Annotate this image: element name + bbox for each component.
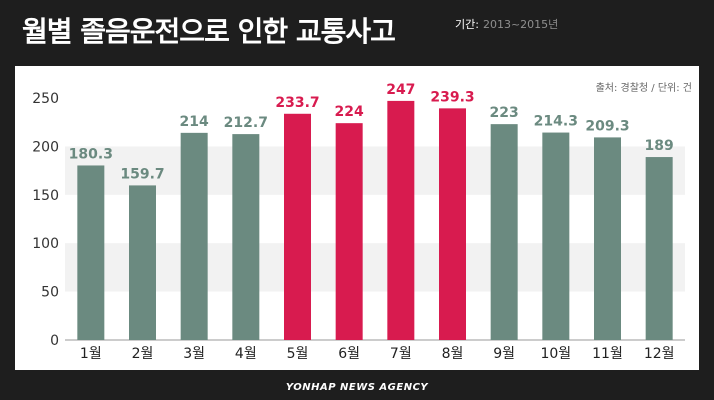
data-label: 214 — [180, 114, 209, 130]
data-label: 214.3 — [534, 114, 578, 130]
bar-chart: 0 50 100 150 200 250 180.3 1월 159.7 2월 214 3월 212.7 4… — [32, 82, 685, 362]
data-label: 223 — [490, 105, 519, 121]
x-tick-label: 2월 — [132, 346, 154, 362]
x-tick-label: 5월 — [287, 346, 309, 362]
y-tick-label: 50 — [41, 285, 59, 301]
data-label: 212.7 — [224, 115, 268, 131]
grid-band — [65, 146, 685, 195]
data-label: 233.7 — [275, 95, 319, 111]
x-tick-label: 1월 — [80, 346, 102, 362]
x-tick-label: 6월 — [338, 346, 360, 362]
x-tick-label: 3월 — [183, 346, 205, 362]
x-tick-label: 12월 — [644, 346, 675, 362]
bar — [645, 157, 673, 340]
period-label: 기간: — [455, 18, 479, 31]
period-note: 기간: 2013~2015년 — [455, 16, 558, 32]
data-label: 209.3 — [585, 118, 629, 134]
period-value: 2013~2015년 — [482, 18, 559, 31]
agency-footer: YONHAP NEWS AGENCY — [285, 382, 429, 393]
source-note: 출처: 경찰청 / 단위: 건 — [595, 83, 692, 94]
y-tick-label: 100 — [32, 236, 59, 252]
bar — [594, 137, 621, 340]
y-tick-label: 150 — [32, 188, 59, 204]
data-label: 239.3 — [430, 89, 474, 105]
chart-title: 월별 졸음운전으로 인한 교통사고 — [22, 15, 396, 48]
bar — [77, 165, 105, 340]
data-label: 224 — [335, 104, 364, 120]
y-tick-label: 250 — [32, 91, 59, 107]
bar — [232, 134, 260, 340]
y-tick-label: 0 — [50, 333, 59, 349]
bar — [180, 132, 208, 340]
bar — [129, 185, 156, 340]
x-tick-label: 8월 — [442, 346, 464, 362]
bar — [387, 100, 415, 341]
data-label: 159.7 — [120, 166, 164, 182]
x-tick-label: 11월 — [592, 346, 623, 362]
bar — [335, 123, 363, 340]
x-tick-label: 9월 — [493, 346, 515, 362]
x-tick-label: 7월 — [390, 346, 412, 362]
bar — [490, 124, 518, 340]
bar — [439, 108, 466, 340]
x-tick-label: 10월 — [540, 346, 571, 362]
grid-band — [65, 243, 685, 292]
bar — [284, 113, 311, 340]
x-tick-label: 4월 — [235, 346, 257, 362]
data-label: 189 — [645, 138, 674, 154]
y-tick-label: 200 — [32, 139, 59, 155]
data-label: 247 — [386, 82, 415, 98]
bar — [542, 132, 570, 340]
data-label: 180.3 — [69, 146, 113, 162]
